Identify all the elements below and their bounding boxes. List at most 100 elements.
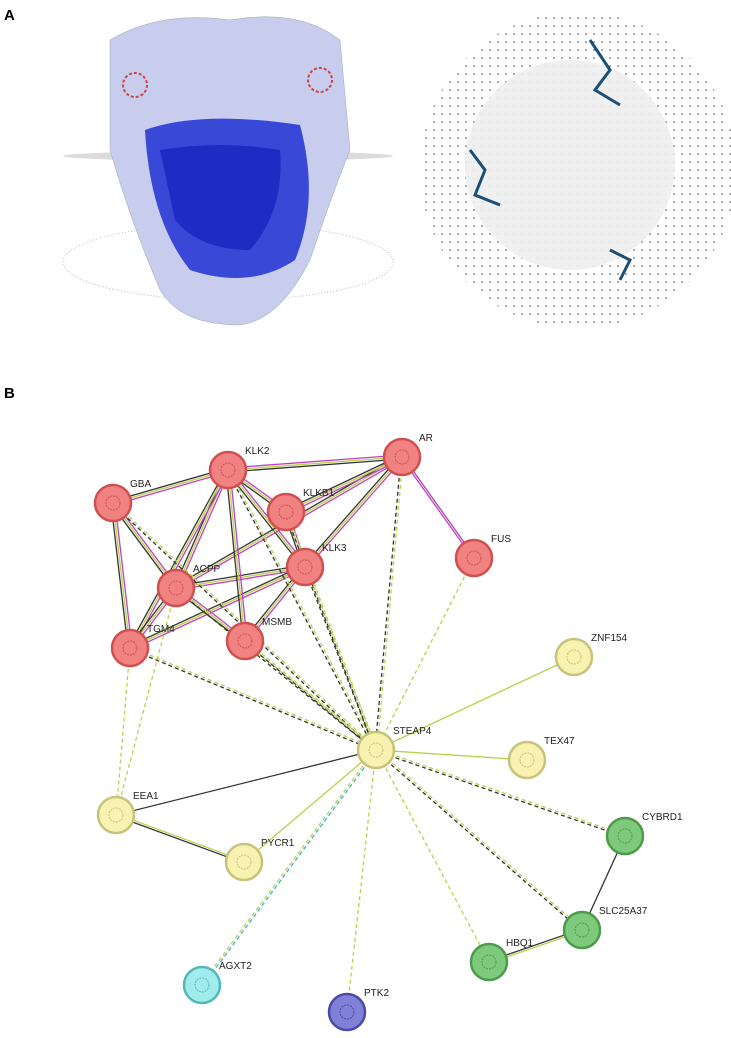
edge [130, 646, 377, 750]
edge [114, 502, 133, 648]
node-label: ZNF154 [591, 633, 628, 644]
node [208, 450, 248, 490]
edge [306, 457, 404, 569]
edge [402, 456, 476, 558]
node-structure [617, 828, 633, 844]
edge [286, 458, 404, 515]
edge [129, 566, 306, 649]
edge [115, 647, 131, 816]
edge [346, 749, 377, 1013]
edge [305, 566, 378, 750]
edge [131, 470, 231, 650]
node-structure [566, 649, 582, 665]
edge [285, 456, 403, 513]
node-structure [108, 807, 124, 823]
edge [127, 468, 227, 648]
node-structure [220, 462, 236, 478]
protein-structure-left [62, 16, 394, 326]
edge [130, 568, 307, 651]
node-label: STEAP4 [393, 726, 432, 737]
edge [113, 471, 229, 506]
panel-label: A [4, 7, 15, 24]
node-structure [394, 449, 410, 465]
edge [374, 750, 582, 932]
node [356, 730, 396, 770]
edge [375, 750, 625, 838]
node-structure [236, 854, 252, 870]
node-label: ACPP [193, 564, 221, 575]
edge [129, 648, 376, 752]
edge [376, 748, 626, 836]
edge [112, 467, 228, 502]
edge [226, 470, 376, 751]
node-label: EEA1 [133, 791, 159, 802]
node-label: FUS [491, 534, 511, 545]
node-label: CYBRD1 [642, 812, 683, 823]
node [110, 628, 150, 668]
node [182, 965, 222, 1005]
edge [227, 469, 306, 568]
edge [116, 813, 245, 862]
node-label: KLKB1 [303, 488, 335, 499]
edge [376, 457, 404, 751]
node-structure [122, 640, 138, 656]
node [224, 842, 264, 882]
edge [227, 469, 246, 642]
node [266, 492, 306, 532]
edge [227, 456, 403, 471]
node-structure [339, 1004, 355, 1020]
node-structure [368, 742, 384, 758]
node-structure [297, 559, 313, 575]
edge [374, 456, 402, 750]
edge [229, 469, 248, 641]
edge [112, 469, 229, 504]
node-structure [278, 504, 294, 520]
edge [177, 470, 231, 590]
node-label: PYCR1 [261, 838, 295, 849]
edge [225, 470, 304, 569]
node-label: HBQ1 [506, 938, 534, 949]
node [469, 942, 509, 982]
node-label: PTK2 [364, 988, 389, 999]
node-label: GBA [130, 479, 151, 490]
edge [400, 457, 474, 559]
edge [243, 749, 377, 863]
node [225, 621, 265, 661]
node-label: TEX47 [544, 736, 575, 747]
node-label: TGM4 [147, 624, 175, 635]
node [562, 910, 602, 950]
node-label: AR [419, 433, 433, 444]
edge [128, 564, 305, 647]
node-label: KLK3 [322, 543, 347, 554]
edge [375, 749, 528, 761]
node-structure [194, 977, 210, 993]
node-structure [481, 954, 497, 970]
edge [110, 503, 129, 649]
node-label: AGXT2 [219, 961, 252, 972]
node [454, 538, 494, 578]
panel-label: B [4, 385, 15, 402]
node-label: SLC25A37 [599, 906, 648, 917]
edge [225, 470, 244, 642]
node-label: KLK2 [245, 446, 270, 457]
network-nodes: KLK2 AR GBA KLKB1 KLK3 FUS ACPP TGM4 MSMB ZNF154 S… [93, 433, 683, 1032]
edge [115, 815, 244, 864]
node-structure [574, 922, 590, 938]
node-structure [105, 495, 121, 511]
edge [303, 455, 401, 567]
node [156, 568, 196, 608]
edge [375, 557, 475, 751]
node [507, 740, 547, 780]
edge [228, 458, 403, 473]
edge [227, 454, 402, 469]
edge [115, 749, 377, 816]
node [96, 795, 136, 835]
node-label: MSMB [262, 617, 292, 628]
edge [245, 639, 378, 750]
edge [376, 748, 584, 930]
node [285, 547, 325, 587]
protein-structure-right [420, 12, 731, 328]
edge [129, 469, 229, 649]
edge [303, 567, 376, 751]
